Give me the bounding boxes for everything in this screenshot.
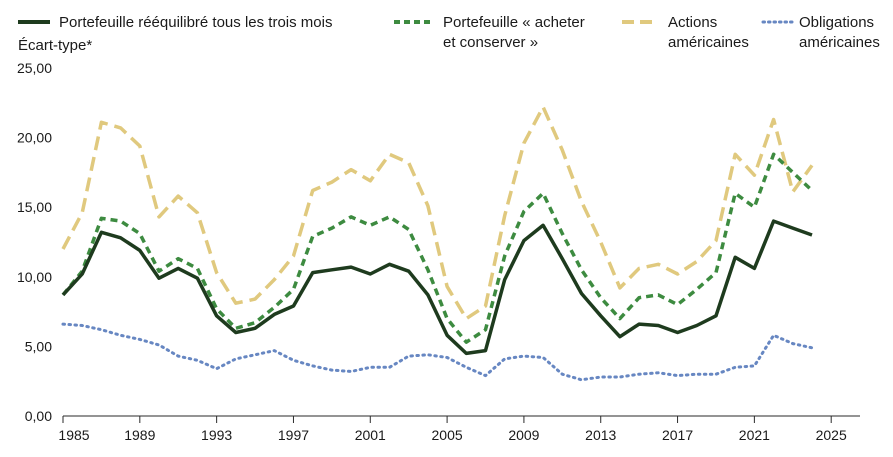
legend-label-buy-hold-line1: Portefeuille « acheter — [443, 14, 585, 31]
x-tick-label: 1997 — [278, 427, 309, 443]
legend-label-us-equities-line1: Actions — [668, 14, 717, 31]
y-tick-label: 10,00 — [17, 269, 52, 285]
legend-label-us-bonds-line2: américaines — [799, 34, 880, 51]
y-tick-label: 0,00 — [25, 408, 52, 424]
legend: Portefeuille rééquilibré tous les trois … — [18, 14, 880, 51]
x-tick-label: 2021 — [739, 427, 770, 443]
x-tick-label: 2001 — [355, 427, 386, 443]
series-line-3 — [61, 322, 814, 382]
y-tick-label: 5,00 — [25, 338, 52, 354]
y-tick-label: 20,00 — [17, 130, 52, 146]
y-axis: 0,00 5,00 10,00 15,00 20,00 25,00 — [17, 60, 52, 424]
x-tick-label: 1989 — [124, 427, 155, 443]
series-lines — [61, 105, 814, 382]
x-tick-label: 1993 — [201, 427, 232, 443]
series-line-2 — [61, 105, 814, 321]
y-tick-label: 25,00 — [17, 60, 52, 76]
legend-label-rebalanced: Portefeuille rééquilibré tous les trois … — [59, 14, 332, 31]
y-tick-label: 15,00 — [17, 199, 52, 215]
legend-label-buy-hold-line2: et conserver » — [443, 34, 538, 51]
x-tick-label: 2025 — [816, 427, 847, 443]
x-tick-label: 2017 — [662, 427, 693, 443]
legend-label-us-bonds-line1: Obligations — [799, 14, 874, 31]
legend-item-us-equities: Actions américaines — [622, 14, 749, 51]
legend-item-us-bonds: Obligations américaines — [761, 14, 880, 51]
x-tick-label: 2009 — [508, 427, 539, 443]
series-line-0 — [61, 219, 813, 356]
legend-item-rebalanced: Portefeuille rééquilibré tous les trois … — [18, 14, 332, 31]
x-tick-label: 1985 — [58, 427, 89, 443]
x-axis: 1985 1989 1993 1997 2001 2005 2009 2013 2017 2021… — [58, 415, 860, 443]
legend-label-us-equities-line2: américaines — [668, 34, 749, 51]
legend-item-buy-hold: Portefeuille « acheter et conserver » — [394, 14, 585, 51]
series-line-1 — [61, 152, 814, 344]
x-tick-label: 2013 — [585, 427, 616, 443]
x-tick-label: 2005 — [432, 427, 463, 443]
y-axis-label: Écart-type* — [18, 37, 92, 54]
